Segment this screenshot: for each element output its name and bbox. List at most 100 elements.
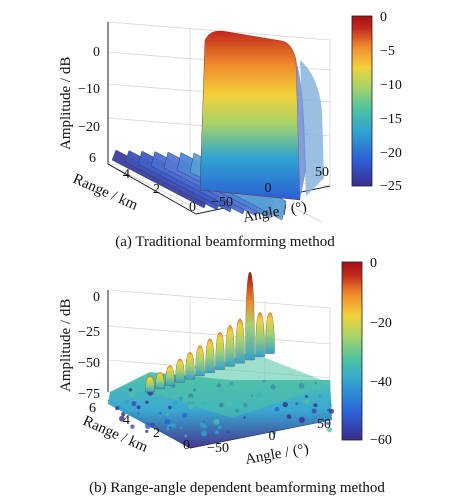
angle-tick: 0	[269, 429, 276, 444]
panel-b-lobes	[145, 271, 275, 393]
z-tick: 0	[93, 290, 100, 305]
floor-speck	[329, 408, 334, 414]
sidelobe-ridge	[300, 60, 324, 196]
range-lobe	[205, 338, 215, 373]
colorbar-tick: −20	[380, 146, 402, 161]
panel-b-colorbar	[341, 261, 363, 441]
floor-speck	[217, 425, 222, 430]
panel-a-mainlobe	[199, 30, 301, 201]
range-lobe	[215, 331, 225, 370]
floor-speck	[298, 417, 305, 423]
panel-b-colorbar-ticks: 0 −20 −40 −60	[370, 256, 392, 448]
colorbar-tick: −25	[380, 179, 402, 194]
range-tick: 2	[153, 426, 160, 441]
floor-speck	[307, 411, 313, 417]
floor-speck	[318, 393, 323, 399]
z-tick: −25	[78, 325, 100, 340]
z-tick: −75	[78, 387, 100, 402]
angle-tick: −50	[207, 441, 229, 456]
floor-speck	[168, 405, 172, 410]
panel-a-mainlobe-side	[296, 60, 306, 200]
floor-speck	[286, 414, 292, 419]
panel-b-angle-label: Angle / (°)	[244, 441, 310, 468]
floor-speck	[327, 402, 332, 408]
floor-speck	[274, 406, 280, 412]
floor-speck	[308, 405, 312, 409]
panel-a-range-axis	[107, 163, 197, 215]
range-lobe	[145, 375, 155, 393]
colorbar-tick: −60	[370, 433, 392, 448]
range-lobe	[255, 312, 265, 357]
floor-speck	[131, 401, 137, 407]
range-lobe	[265, 312, 275, 354]
range-tick: 0	[189, 200, 196, 215]
floor-speck	[199, 421, 206, 428]
floor-speck	[184, 434, 187, 438]
floor-speck	[322, 419, 325, 422]
floor-speck	[130, 424, 135, 429]
panel-a-range-ticks: 6 4 2 0	[89, 151, 196, 215]
floor-speck	[145, 429, 149, 433]
panel-b-angle-ticks: −50 0 50	[207, 417, 331, 456]
range-lobe	[195, 345, 205, 377]
floor-speck	[166, 412, 169, 416]
colorbar-tick: −5	[380, 44, 395, 59]
floor-speck	[226, 430, 231, 435]
floor-speck	[179, 426, 183, 429]
z-tick: 0	[93, 45, 100, 60]
panel-a-angle-ticks: −50 0 50	[211, 165, 329, 210]
floor-speck	[304, 399, 310, 405]
range-tick: 6	[89, 401, 96, 416]
floor-speck	[172, 399, 178, 406]
panel-a-colorbar	[351, 15, 373, 187]
floor-speck	[119, 415, 125, 422]
panel-a-colorbar-ticks: 0 −5 −10 −15 −20 −25	[380, 10, 402, 194]
panel-a-zlabel: Amplitude / dB	[58, 57, 74, 150]
floor-speck	[166, 427, 170, 430]
z-tick: −10	[78, 82, 100, 97]
floor-speck	[182, 412, 188, 418]
floor-speck	[295, 402, 299, 406]
range-lobe	[235, 318, 245, 364]
range-tick: 6	[89, 151, 96, 166]
floor-speck	[201, 430, 208, 437]
angle-tick: −50	[211, 195, 233, 210]
range-tick: 4	[123, 167, 130, 182]
floor-speck	[326, 427, 333, 433]
floor-speck	[164, 418, 171, 425]
colorbar-tick: −20	[370, 316, 392, 331]
angle-tick: 50	[315, 165, 329, 180]
floor-speck	[282, 401, 288, 408]
colorbar-tick: 0	[370, 256, 377, 271]
colorbar-tick: −40	[370, 375, 392, 390]
panel-a-z-ticks: 0 −10 −20	[78, 45, 100, 135]
panel-b-zlabel: Amplitude / dB	[58, 299, 74, 392]
range-tick: 2	[153, 182, 160, 197]
panel-b-range-ticks: 6 4 2 0	[89, 401, 190, 453]
range-lobe	[185, 352, 195, 380]
panel-a-caption: (a) Traditional beamforming method	[115, 234, 335, 250]
floor-speck	[159, 412, 162, 415]
floor-speck	[243, 416, 246, 419]
floor-speck	[326, 422, 330, 425]
floor-speck	[124, 399, 129, 404]
floor-speck	[137, 412, 140, 415]
floor-speck	[304, 395, 308, 398]
main-peak	[245, 271, 255, 361]
panel-b-caption: (b) Range-angle dependent beamforming me…	[89, 480, 385, 496]
angle-tick: 0	[265, 181, 272, 196]
colorbar-tick: −10	[380, 78, 402, 93]
floor-speck	[145, 422, 152, 429]
floor-speck	[215, 430, 220, 435]
floor-speck	[327, 408, 331, 412]
panel-b-z-ticks: 0 −25 −50 −75	[78, 290, 100, 402]
floor-speck	[213, 418, 220, 425]
floor-speck	[311, 408, 317, 414]
floor-speck	[171, 423, 177, 428]
floor-speck	[129, 391, 136, 398]
floor-speck	[115, 406, 120, 411]
z-tick: −20	[78, 120, 100, 135]
panel-a: 0 −10 −20 6 4 2 0 −50 0 50 Amplitude / d…	[58, 10, 402, 250]
colorbar-tick: 0	[380, 10, 387, 25]
